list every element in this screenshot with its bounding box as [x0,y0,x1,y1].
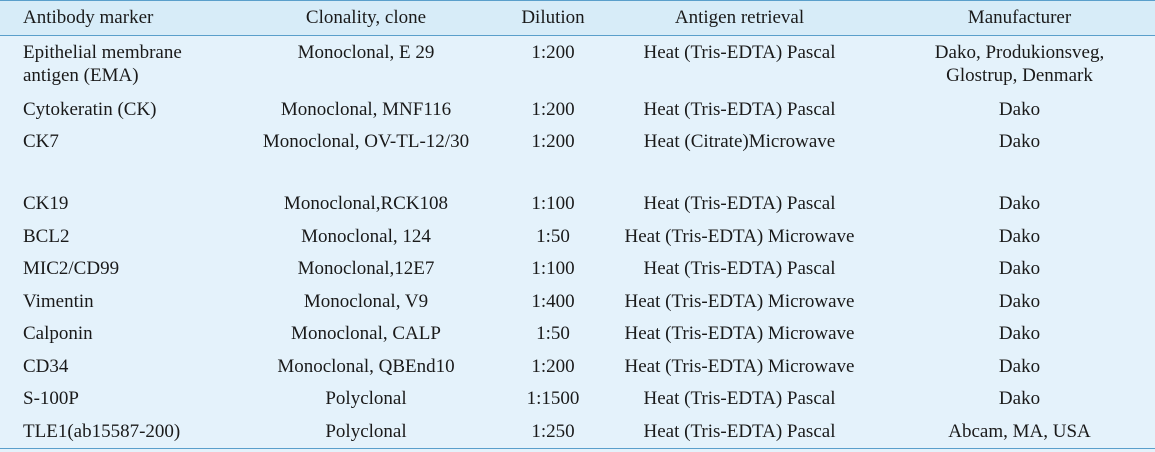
cell-marker: MIC2/CD99 [23,257,120,279]
cell-clone: Monoclonal, 124 [301,225,431,247]
cell-clone: Monoclonal, E 29 [297,42,435,63]
cell-dilution: 1:200 [531,355,575,377]
header-row: Antibody marker Clonality, clone Dilutio… [0,0,1155,36]
cell-clone: Polyclonal [221,414,511,449]
cell-dilution: 1:250 [511,414,595,449]
cell-dilution: 1:100 [531,192,575,214]
header-antigen-retrieval: Antigen retrieval [595,0,884,36]
cell-dilution: 1:1500 [526,387,580,409]
cell-marker: S-100P [23,387,79,409]
cell-manufacturer: Dako [998,225,1041,247]
cell-manufacturer: Dako, Produkionsveg, Glostrup, Denmark [884,36,1155,93]
cell-manufacturer: Dako [998,257,1041,279]
cell-retrieval: Heat (Tris-EDTA) Microwave [624,225,855,247]
cell-clone: Polyclonal [325,387,407,409]
cell-retrieval: Heat (Tris-EDTA) Microwave [624,290,855,312]
cell-marker: Calponin [23,322,93,344]
cell-dilution: 1:400 [531,290,575,312]
cell-manufacturer-line: Glostrup, Denmark [946,65,1093,86]
cell-manufacturer: Dako [998,130,1041,152]
header-clonality-clone: Clonality, clone [221,0,511,36]
cell-marker: Epithelial membrane antigen (EMA) [0,36,221,93]
table-row: Epithelial membrane antigen (EMA) Monocl… [0,36,1155,93]
cell-clone: Monoclonal,12E7 [297,257,435,279]
cell-marker: CK7 [23,130,59,152]
cell-marker: CK19 [23,192,69,214]
cell-marker: Cytokeratin (CK) [23,98,157,120]
cell-manufacturer: Dako [998,355,1041,377]
cell-dilution: 1:50 [536,225,570,247]
table-row: CD34 Monoclonal, QBEnd10 1:200 Heat (Tri… [0,350,1155,382]
cell-retrieval: Heat (Tris-EDTA) Pascal [643,387,836,409]
cell-manufacturer: Abcam, MA, USA [884,414,1155,449]
cell-marker: TLE1(ab15587-200) [0,414,221,449]
cell-clone: Monoclonal, CALP [291,322,441,344]
cell-marker: CD34 [23,355,69,377]
cell-retrieval: Heat (Tris-EDTA) Microwave [624,355,855,377]
cell-retrieval: Heat (Citrate)Microwave [643,130,836,152]
cell-marker-line: Epithelial membrane [23,42,182,63]
header-antibody-marker: Antibody marker [0,0,221,36]
table-row: Cytokeratin (CK) Monoclonal, MNF116 1:20… [0,93,1155,125]
cell-manufacturer-line: Dako, Produkionsveg, [934,42,1105,63]
cell-manufacturer: Dako [998,322,1041,344]
cell-retrieval: Heat (Tris-EDTA) Microwave [624,322,855,344]
cell-marker: Vimentin [23,290,94,312]
cell-manufacturer: Dako [998,192,1041,214]
cell-dilution: 1:50 [536,322,570,344]
cell-dilution: 1:100 [531,257,575,279]
cell-marker-line: antigen (EMA) [23,65,139,86]
cell-retrieval: Heat (Tris-EDTA) Pascal [643,192,836,214]
table-row: S-100P Polyclonal 1:1500 Heat (Tris-EDTA… [0,382,1155,415]
cell-marker: BCL2 [23,225,70,247]
header-dilution: Dilution [511,0,595,36]
cell-retrieval: Heat (Tris-EDTA) Pascal [643,257,836,279]
cell-manufacturer: Dako [998,387,1041,409]
cell-dilution: 1:200 [531,98,575,120]
cell-clone: Monoclonal, MNF116 [280,98,452,120]
cell-clone: Monoclonal,RCK108 [283,192,449,214]
table-row: Calponin Monoclonal, CALP 1:50 Heat (Tri… [0,317,1155,350]
table-row: Vimentin Monoclonal, V9 1:400 Heat (Tris… [0,285,1155,317]
cell-manufacturer: Dako [998,98,1041,120]
cell-retrieval: Heat (Tris-EDTA) Pascal [643,98,836,120]
cell-retrieval: Heat (Tris-EDTA) Pascal [643,42,836,63]
cell-clone: Monoclonal, OV-TL-12/30 [262,130,470,152]
table-row: TLE1(ab15587-200) Polyclonal 1:250 Heat … [0,414,1155,449]
header-manufacturer: Manufacturer [884,0,1155,36]
cell-dilution: 1:200 [531,42,575,63]
cell-manufacturer: Dako [998,290,1041,312]
table-row: BCL2 Monoclonal, 124 1:50 Heat (Tris-EDT… [0,220,1155,252]
table-row: MIC2/CD99 Monoclonal,12E7 1:100 Heat (Tr… [0,252,1155,285]
cell-clone: Monoclonal, QBEnd10 [277,355,455,377]
cell-retrieval: Heat (Tris-EDTA) Pascal [595,414,884,449]
cell-clone: Monoclonal, V9 [303,290,429,312]
cell-dilution: 1:200 [531,130,575,152]
table-row: CK7 Monoclonal, OV-TL-12/30 1:200 Heat (… [0,125,1155,187]
table-row: CK19 Monoclonal,RCK108 1:100 Heat (Tris-… [0,187,1155,220]
